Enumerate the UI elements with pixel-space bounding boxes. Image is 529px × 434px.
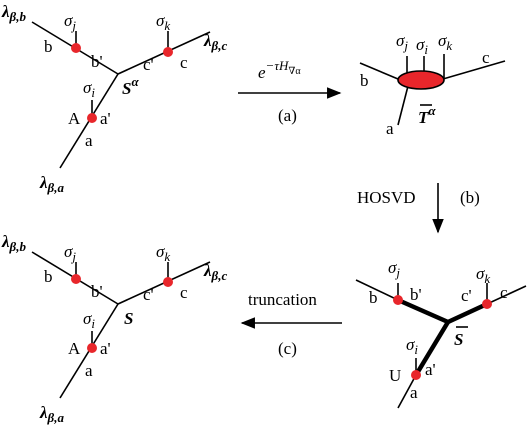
sigma-j-label-2: σj — [396, 31, 408, 53]
site-A-label-4: A — [68, 339, 81, 358]
sigma-j-label-4: σj — [64, 242, 76, 264]
arrow-a-group: e−τH∇α (a) — [238, 58, 342, 125]
bond-a-label-3: a — [410, 383, 418, 402]
truncation-label: truncation — [248, 290, 317, 309]
leg-a-label: a — [386, 119, 394, 138]
sigma-k-label: σk — [156, 11, 170, 33]
sigma-k-label-3: σk — [476, 264, 490, 286]
tensor-T-ellipse — [397, 70, 445, 90]
bond-bprime-label-3: b' — [410, 285, 422, 304]
bond-cprime-label-3: c' — [461, 286, 472, 305]
sigma-k-label-4: σk — [156, 242, 170, 264]
bond-a-label-4: a — [85, 361, 93, 380]
sigma-i-label-4: σi — [83, 309, 95, 331]
hosvd-label: HOSVD — [357, 188, 416, 207]
tensor-S-label-4: S — [124, 309, 133, 328]
node-dot-i-3 — [411, 370, 421, 380]
bond-b-thick — [397, 297, 449, 325]
bond-b-label-4: b — [44, 267, 53, 286]
bond-a-label: a — [85, 131, 93, 150]
step-b-tag: (b) — [460, 188, 480, 207]
sigma-i-label-3: σi — [406, 335, 418, 357]
diagram-original-network: λβ,b λβ,c λβ,a σj σk σi b b' c' c a' a A… — [1, 2, 227, 195]
sigma-j-label: σj — [64, 11, 76, 33]
lambda-b-label-4: λβ,b — [1, 232, 26, 254]
tensor-T-alpha-label: Tα — [418, 103, 436, 127]
site-A-label: A — [68, 109, 81, 128]
bond-cprime-label: c' — [143, 55, 154, 74]
node-dot-i — [87, 113, 97, 123]
sigma-k-label-2: σk — [438, 31, 452, 53]
site-U-label: U — [389, 366, 401, 385]
node-dot-k-4 — [163, 277, 173, 287]
lambda-a-label-4: λβ,a — [39, 403, 64, 425]
diagram-contracted-tensor: σj σi σk b c a Tα — [359, 31, 506, 138]
diagram-hosvd-network: σj σk σi b b' c' c a' a U S — [355, 258, 527, 409]
sigma-i-label-2: σi — [416, 35, 428, 57]
node-dot-j-4 — [71, 274, 81, 284]
sigma-j-label-3: σj — [388, 258, 400, 280]
sigma-i-label: σi — [83, 78, 95, 100]
diagram-truncated-network: λβ,b λβ,c λβ,a σj σk σi b b' c' c a' a A… — [1, 232, 227, 425]
leg-b-label: b — [360, 71, 369, 90]
bond-bprime-label-4: b' — [91, 282, 103, 301]
leg-a-thin — [397, 374, 417, 409]
gate-exp-label: e−τH∇α — [258, 58, 301, 82]
leg-b-thin — [355, 279, 399, 301]
leg-c-line — [442, 60, 506, 80]
bond-b-label: b — [44, 37, 53, 56]
lambda-a-label: λβ,a — [39, 173, 64, 195]
bond-aprime-label-4: a' — [100, 339, 111, 358]
bond-c-thick — [447, 301, 488, 325]
bond-b-label-3: b — [369, 288, 378, 307]
leg-c-thin — [486, 285, 527, 305]
lambda-b-label: λβ,b — [1, 2, 26, 24]
tensor-S-alpha-label: Sα — [122, 74, 139, 98]
node-dot-j — [71, 43, 81, 53]
step-a-tag: (a) — [278, 106, 297, 125]
bond-a-thick — [414, 320, 450, 377]
node-dot-j-3 — [393, 295, 403, 305]
lambda-c-label: λβ,c — [203, 31, 227, 53]
node-dot-i-4 — [87, 343, 97, 353]
leg-b-line — [359, 62, 399, 80]
tensor-Sbar-label: S — [454, 330, 463, 349]
bond-bprime-label: b' — [91, 52, 103, 71]
bond-aprime-label: a' — [100, 109, 111, 128]
node-dot-k — [163, 47, 173, 57]
bond-aprime-label-3: a' — [425, 360, 436, 379]
leg-c-label: c — [482, 48, 490, 67]
leg-a-line — [397, 85, 409, 126]
node-dot-k-3 — [482, 299, 492, 309]
step-c-tag: (c) — [278, 339, 297, 358]
bond-c-label-3: c — [500, 283, 508, 302]
bond-cprime-label-4: c' — [143, 285, 154, 304]
arrow-c-group: truncation (c) — [240, 290, 342, 358]
bond-c-label-4: c — [180, 283, 188, 302]
bond-c-label: c — [180, 53, 188, 72]
arrow-b-group: HOSVD (b) — [357, 183, 480, 234]
lambda-c-label-4: λβ,c — [203, 261, 227, 283]
